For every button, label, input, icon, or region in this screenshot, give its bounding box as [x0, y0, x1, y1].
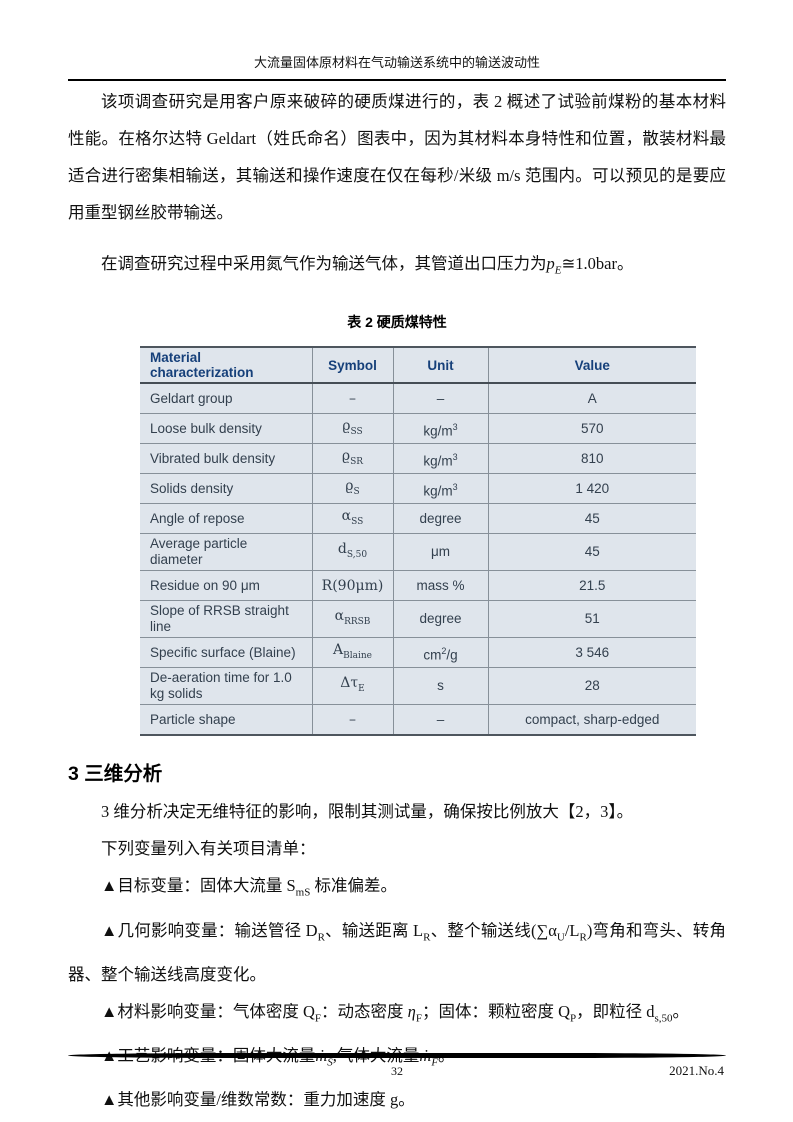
cell-material: Solids density	[140, 473, 312, 504]
table-row: Geldart group – – A	[140, 383, 696, 414]
table-row: Solids density ϱS kg/m3 1 420	[140, 473, 696, 504]
col-header-unit: Unit	[392, 347, 488, 385]
cell-value: 3 546	[487, 637, 696, 668]
table-row: Residue on 90 μm R(90μm) mass % 21.5	[140, 570, 696, 601]
cell-symbol: ϱS	[311, 473, 393, 504]
cell-unit: –	[392, 383, 488, 414]
page-number: 32	[391, 1064, 403, 1078]
issue-label: 2021.No.4	[669, 1063, 724, 1078]
cell-unit: kg/m3	[392, 473, 488, 504]
cell-symbol: –	[311, 704, 393, 736]
col-header-material: Material characterization	[140, 347, 312, 385]
paragraph-variable-list-intro: 下列变量列入有关项目清单：	[101, 839, 316, 859]
cell-value: 51	[487, 600, 696, 638]
bullet-target-variable: ▲目标变量：固体大流量 SmS 标准偏差。	[101, 876, 397, 899]
cell-value: A	[487, 383, 696, 414]
cell-unit: μm	[392, 533, 488, 571]
material-properties-table: Material characterization Symbol Unit Va…	[140, 346, 696, 737]
table-row: De-aeration time for 1.0 kg solids ΔτE s 28	[140, 667, 696, 705]
cell-material: Slope of RRSB straight line	[140, 600, 312, 638]
cell-material: Residue on 90 μm	[140, 570, 312, 601]
cell-material: Angle of repose	[140, 503, 312, 534]
cell-symbol: ϱSS	[311, 413, 393, 444]
bullet-geometry-variables: ▲几何影响变量：输送管径 DR、输送距离 LR、整个输送线(∑αU/LR)弯角和…	[68, 920, 727, 984]
cell-value: 28	[487, 667, 696, 705]
cell-value: compact, sharp-edged	[487, 704, 696, 736]
table-row: Vibrated bulk density ϱSR kg/m3 810	[140, 443, 696, 474]
cell-material: Specific surface (Blaine)	[140, 637, 312, 668]
col-header-value: Value	[487, 347, 696, 385]
footer-meta: 32 2021.No.4	[68, 1062, 726, 1082]
page-footer: 32 2021.No.4	[68, 1053, 726, 1082]
table-row: Average particle diameter dS,50 μm 45	[140, 533, 696, 571]
cell-value: 21.5	[487, 570, 696, 601]
cell-symbol: αRRSB	[311, 600, 393, 638]
bullet-material-variables: ▲材料影响变量：气体密度 QF：动态密度 ηF；固体：颗粒密度 QP，即粒径 d…	[101, 1001, 690, 1025]
cell-unit: degree	[392, 503, 488, 534]
cell-symbol: αSS	[311, 503, 393, 534]
bullet-other-variables: ▲其他影响变量/维数常数：重力加速度 g。	[101, 1090, 415, 1110]
cell-material: Geldart group	[150, 390, 233, 406]
cell-material: Average particle diameter	[140, 533, 312, 571]
table-caption: 表 2 硬质煤特性	[347, 314, 447, 331]
material-table-body: Geldart group – – A Loose bulk density ϱSS kg/…	[140, 383, 696, 736]
cell-symbol: ϱSR	[311, 443, 393, 474]
cell-unit: cm2/g	[392, 637, 488, 668]
table-row: Slope of RRSB straight line αRRSB degree 51	[140, 600, 696, 638]
cell-material: Particle shape	[140, 704, 312, 736]
header-rule	[68, 79, 726, 81]
table-row: Angle of repose αSS degree 45	[140, 503, 696, 534]
cell-value: 810	[487, 443, 696, 474]
cell-material: De-aeration time for 1.0 kg solids	[140, 667, 312, 705]
cell-unit: degree	[392, 600, 488, 638]
paragraph-study-intro: 该项调查研究是用客户原来破碎的硬质煤进行的，表 2 概述了试验前煤粉的基本材料性…	[68, 92, 726, 222]
cell-value: 1 420	[487, 473, 696, 504]
running-title: 大流量固体原材料在气动输送系统中的输送波动性	[253, 55, 540, 70]
cell-unit: mass %	[392, 570, 488, 601]
cell-material: Loose bulk density	[140, 413, 312, 444]
cell-symbol: ABlaine	[311, 637, 393, 668]
cell-symbol: R(90μm)	[311, 570, 393, 601]
cell-unit: kg/m3	[392, 413, 488, 444]
cell-value: 570	[487, 413, 696, 444]
cell-unit: –	[392, 704, 488, 736]
table-header-row: Material characterization Symbol Unit Va…	[140, 347, 696, 385]
cell-value: 45	[487, 533, 696, 571]
paragraph-nitrogen-gas: 在调查研究过程中采用氮气作为输送气体，其管道出口压力为pE≅1.0bar。	[101, 254, 634, 277]
cell-unit: s	[392, 667, 488, 705]
section-heading-3d-analysis: 3 三维分析	[68, 763, 163, 786]
cell-symbol: –	[311, 383, 393, 414]
cell-value: 45	[487, 503, 696, 534]
col-header-symbol: Symbol	[311, 347, 393, 385]
cell-symbol: ΔτE	[311, 667, 393, 705]
table-row: Specific surface (Blaine) ABlaine cm2/g 3 5…	[140, 637, 696, 668]
table-row: Particle shape – – compact, sharp-edged	[140, 704, 696, 736]
table-row: Loose bulk density ϱSS kg/m3 570	[140, 413, 696, 444]
footer-rule	[68, 1053, 726, 1058]
cell-unit: kg/m3	[392, 443, 488, 474]
paragraph-3d-analysis: 3 维分析决定无维特征的影响，限制其测试量，确保按比例放大【2，3】。	[101, 802, 634, 822]
cell-material: Vibrated bulk density	[140, 443, 312, 474]
cell-symbol: dS,50	[311, 533, 393, 571]
